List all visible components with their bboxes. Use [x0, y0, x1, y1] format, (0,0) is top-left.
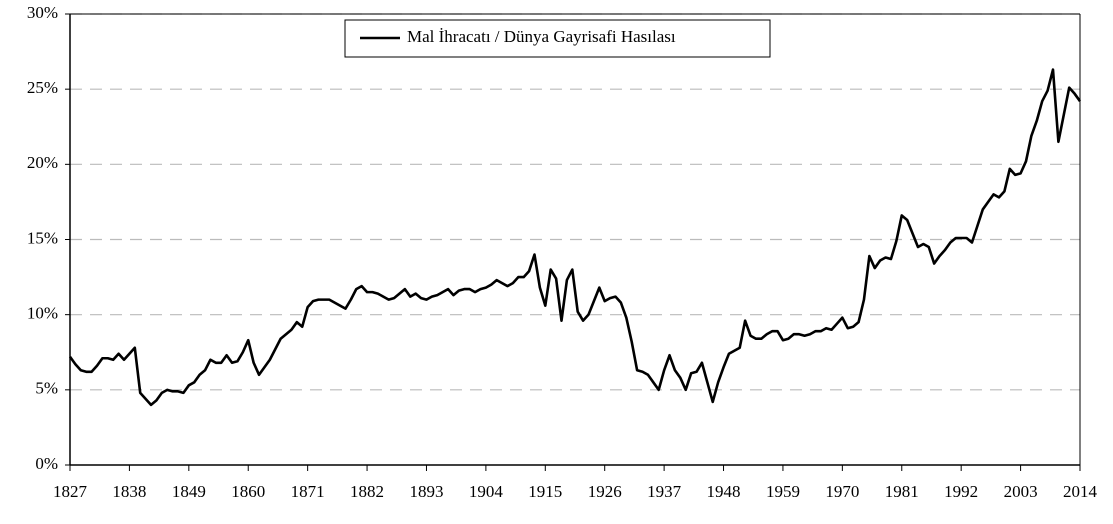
- x-tick-label: 1827: [53, 482, 88, 501]
- x-tick-label: 1948: [707, 482, 741, 501]
- x-tick-label: 1915: [528, 482, 562, 501]
- x-tick-label: 1992: [944, 482, 978, 501]
- y-tick-label: 15%: [27, 228, 58, 247]
- y-tick-label: 25%: [27, 78, 58, 97]
- x-tick-label: 1849: [172, 482, 206, 501]
- x-tick-label: 1959: [766, 482, 800, 501]
- y-tick-label: 10%: [27, 304, 58, 323]
- x-tick-label: 1882: [350, 482, 384, 501]
- x-tick-label: 1937: [647, 482, 682, 501]
- y-tick-label: 30%: [27, 3, 58, 22]
- legend-label: Mal İhracatı / Dünya Gayrisafi Hasılası: [407, 27, 676, 46]
- x-tick-label: 1970: [825, 482, 859, 501]
- y-tick-label: 0%: [35, 454, 58, 473]
- x-tick-label: 1871: [291, 482, 325, 501]
- x-tick-label: 2014: [1063, 482, 1098, 501]
- x-tick-label: 1860: [231, 482, 265, 501]
- x-tick-label: 1838: [112, 482, 146, 501]
- x-tick-label: 1981: [885, 482, 919, 501]
- y-tick-label: 20%: [27, 153, 58, 172]
- legend-box: [344, 19, 771, 58]
- y-tick-label: 5%: [35, 379, 58, 398]
- x-tick-label: 1904: [469, 482, 504, 501]
- x-tick-label: 1893: [409, 482, 443, 501]
- x-tick-label: 1926: [588, 482, 622, 501]
- x-tick-label: 2003: [1004, 482, 1038, 501]
- line-series: [68, 68, 1082, 407]
